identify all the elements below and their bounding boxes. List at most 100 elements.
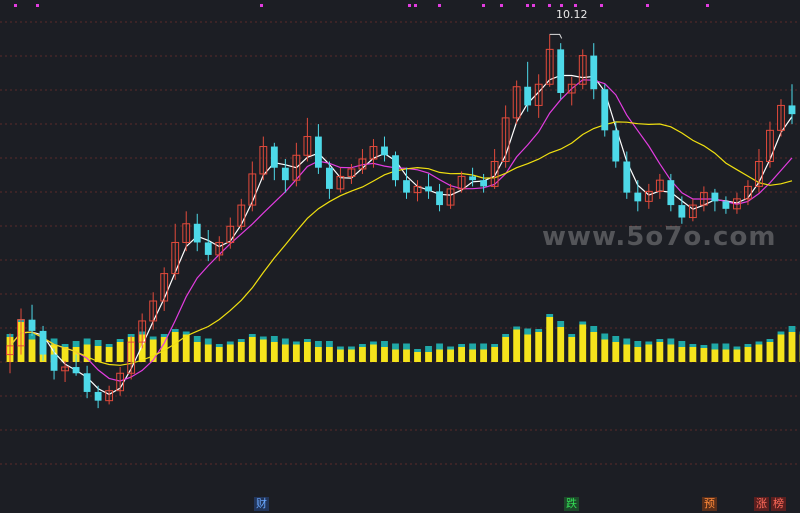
- candle-body-down: [524, 86, 532, 106]
- candle-body-up: [303, 136, 312, 156]
- candle-body-up: [6, 345, 14, 356]
- candle-body-down: [204, 242, 212, 255]
- volume-bar-cap: [303, 339, 311, 342]
- volume-bar-cap: [579, 321, 587, 325]
- volume-bar: [259, 339, 267, 362]
- volume-bar: [568, 337, 576, 362]
- volume-bar: [579, 324, 587, 362]
- candle-body-up: [248, 173, 257, 206]
- candle-body-down: [469, 176, 477, 181]
- candle-body-up: [534, 83, 543, 106]
- candle-body-down: [314, 136, 322, 168]
- volume-bar: [788, 332, 796, 362]
- candle-body-down: [28, 319, 36, 331]
- candle-body-up: [755, 160, 763, 187]
- volume-bar: [524, 334, 532, 362]
- volume-bar-cap: [766, 339, 774, 342]
- candle-body-down: [403, 180, 410, 193]
- volume-bar-cap: [744, 344, 752, 347]
- candle-body-down: [436, 191, 443, 206]
- volume-bar: [248, 337, 256, 362]
- volume-bar-cap: [403, 343, 410, 350]
- candle-body-down: [667, 180, 675, 206]
- candle-body-down: [381, 146, 388, 156]
- volume-bar-cap: [678, 341, 686, 347]
- candle-body-up: [369, 146, 378, 160]
- volume-bar-cap: [502, 334, 510, 337]
- volume-bar-cap: [61, 344, 69, 347]
- peak-marker-line: [549, 33, 563, 39]
- candle-body-down: [325, 167, 333, 189]
- candle-body-down: [722, 201, 730, 209]
- candle-body-up: [171, 241, 180, 275]
- top-dot-marker: [438, 4, 441, 7]
- volume-bar-cap: [480, 343, 488, 350]
- volume-bar-cap: [314, 341, 322, 347]
- volume-bar-cap: [281, 338, 289, 345]
- candle-body-up: [347, 168, 356, 177]
- candle-body-up: [336, 175, 345, 190]
- volume-bar: [237, 342, 245, 362]
- volume-bar-cap: [601, 333, 609, 340]
- volume-bar: [370, 344, 377, 362]
- volume-bar: [226, 344, 234, 362]
- volume-bar: [612, 342, 620, 362]
- volume-bar: [215, 347, 223, 362]
- volume-bar: [314, 347, 322, 362]
- marker-label-bang[interactable]: 榜: [771, 497, 786, 511]
- candle-body-down: [83, 373, 91, 392]
- volume-bar: [502, 337, 510, 362]
- marker-label-die[interactable]: 跌: [564, 497, 579, 511]
- marker-label-zhang[interactable]: 涨: [754, 497, 769, 511]
- volume-bar-cap: [171, 329, 179, 332]
- top-dot-marker: [548, 4, 551, 7]
- volume-bar: [436, 349, 443, 362]
- top-dot-marker: [260, 4, 263, 7]
- candle-body-up: [457, 175, 466, 190]
- volume-bar-cap: [370, 341, 377, 345]
- marker-label-yu[interactable]: 预: [702, 497, 717, 511]
- candle-body-up: [545, 48, 554, 85]
- candle-body-up: [149, 300, 158, 322]
- candle-body-down: [612, 130, 620, 162]
- volume-bar: [755, 344, 763, 362]
- candle-body-down: [557, 49, 565, 93]
- volume-bar: [513, 329, 521, 362]
- volume-bar: [700, 348, 708, 362]
- volume-bar-cap: [94, 340, 102, 346]
- volume-bar: [204, 344, 212, 362]
- volume-bar-cap: [700, 345, 708, 348]
- top-dot-marker: [408, 4, 411, 7]
- top-dot-marker: [36, 4, 39, 7]
- candle-body-up: [226, 225, 235, 243]
- candle-body-up: [413, 185, 422, 194]
- top-dot-marker: [532, 4, 535, 7]
- candle-body-down: [50, 354, 58, 371]
- volume-bar: [83, 344, 91, 362]
- top-dot-marker: [414, 4, 417, 7]
- candle-body-down: [94, 391, 102, 401]
- marker-label-cai[interactable]: 财: [254, 497, 269, 511]
- candle-body-up: [259, 146, 268, 175]
- volume-bar-cap: [392, 343, 399, 350]
- candle-body-down: [270, 146, 278, 168]
- candle-body-up: [182, 223, 191, 243]
- volume-bar-cap: [733, 346, 741, 350]
- candle-body-up: [446, 188, 455, 206]
- volume-bar-cap: [259, 336, 267, 340]
- volume-bar-cap: [237, 339, 245, 342]
- candle-body-up: [105, 390, 114, 402]
- candle-body-up: [567, 83, 576, 94]
- candle-body-up: [237, 204, 246, 227]
- volume-bar-cap: [160, 334, 168, 337]
- volume-bar: [292, 344, 300, 362]
- volume-bar-cap: [182, 331, 190, 335]
- volume-bar-cap: [513, 326, 521, 330]
- volume-bar-cap: [557, 321, 565, 327]
- volume-bar-cap: [425, 346, 432, 352]
- top-dot-marker: [574, 4, 577, 7]
- volume-bar-cap: [50, 338, 58, 345]
- volume-bar: [28, 339, 36, 362]
- volume-bar-cap: [447, 346, 454, 350]
- volume-bar-cap: [215, 344, 223, 347]
